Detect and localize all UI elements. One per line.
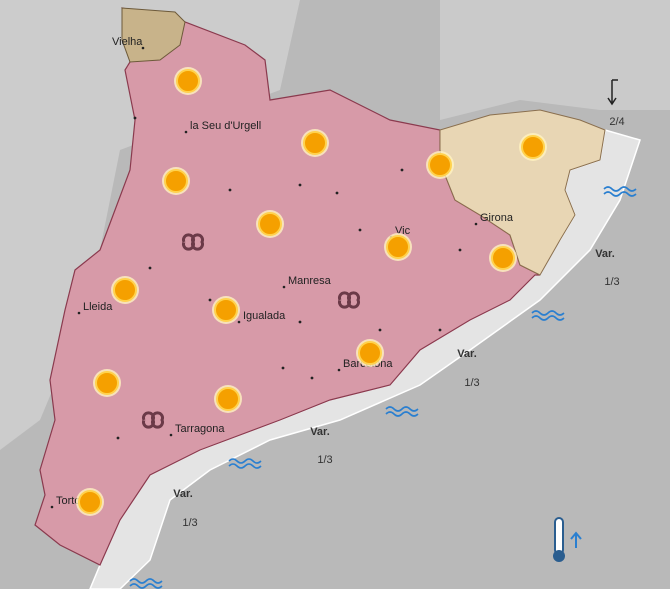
sun-icon [176, 69, 200, 93]
city-label: Tarragona [175, 423, 225, 435]
waves-icon [129, 578, 163, 584]
waves-icon [531, 315, 565, 321]
sun-icon [216, 387, 240, 411]
city-dot [282, 285, 286, 289]
haze-icon [338, 291, 360, 309]
town-dot [358, 228, 362, 232]
city-dot [474, 222, 478, 226]
waves-label: 1/3 [464, 377, 479, 389]
sun-icon [113, 278, 137, 302]
waves-icon [129, 583, 163, 589]
wind-label: Var. [173, 488, 193, 500]
city-dot [141, 46, 145, 50]
wind-label: Var. [457, 348, 477, 360]
sun-icon [214, 298, 238, 322]
city-label: la Seu d'Urgell [190, 120, 261, 132]
waves-label: 1/3 [604, 276, 619, 288]
terrain [0, 0, 300, 450]
town-dot [116, 436, 120, 440]
town-dot [438, 328, 442, 332]
city-label: Manresa [288, 275, 332, 287]
sun-icon [95, 371, 119, 395]
town-dot [228, 188, 232, 192]
wind-arrow [607, 79, 618, 106]
thermometer-icon [553, 517, 582, 562]
terrain [440, 0, 670, 120]
waves-icon [385, 406, 419, 412]
waves-icon [603, 186, 637, 192]
city-label: Igualada [243, 310, 286, 322]
sun-icon [78, 490, 102, 514]
town-dot [148, 266, 152, 270]
town-dot [281, 366, 285, 370]
weather-icons [76, 67, 637, 589]
waves-icon [385, 411, 419, 417]
waves-label: 2/4 [609, 116, 624, 128]
town-dot [335, 191, 339, 195]
waves-label: 1/3 [317, 454, 332, 466]
city-dot [337, 368, 341, 372]
sun-icon [303, 131, 327, 155]
sun-icon [258, 212, 282, 236]
city-dot [50, 505, 54, 509]
region-girona [439, 109, 606, 276]
wind-label: Var. [595, 248, 615, 260]
city-label: Lleida [83, 301, 113, 313]
haze-icon [182, 233, 204, 251]
city-label: Girona [480, 212, 514, 224]
waves-label: 1/3 [182, 517, 197, 529]
town-dot [400, 168, 404, 172]
waves-icon [603, 191, 637, 197]
wind-label: Var. [310, 426, 330, 438]
region-aran [121, 7, 186, 63]
sun-icon [358, 341, 382, 365]
city-dot [77, 311, 81, 315]
sun-icon [428, 153, 452, 177]
city-dot [169, 433, 173, 437]
haze-icon [142, 411, 164, 429]
waves-icon [228, 458, 262, 464]
sun-icon [386, 235, 410, 259]
sun-icon [491, 246, 515, 270]
sun-icon [164, 169, 188, 193]
town-dot [208, 298, 212, 302]
town-dot [458, 248, 462, 252]
waves-icon [228, 463, 262, 469]
town-dot [378, 328, 382, 332]
town-dot [298, 183, 302, 187]
city-dot [184, 130, 188, 134]
sun-icon [521, 135, 545, 159]
city-label: Vielha [112, 36, 143, 48]
city-dot [237, 320, 241, 324]
town-dot [310, 376, 314, 380]
town-dot [298, 320, 302, 324]
town-dot [133, 116, 137, 120]
waves-icon [531, 310, 565, 316]
